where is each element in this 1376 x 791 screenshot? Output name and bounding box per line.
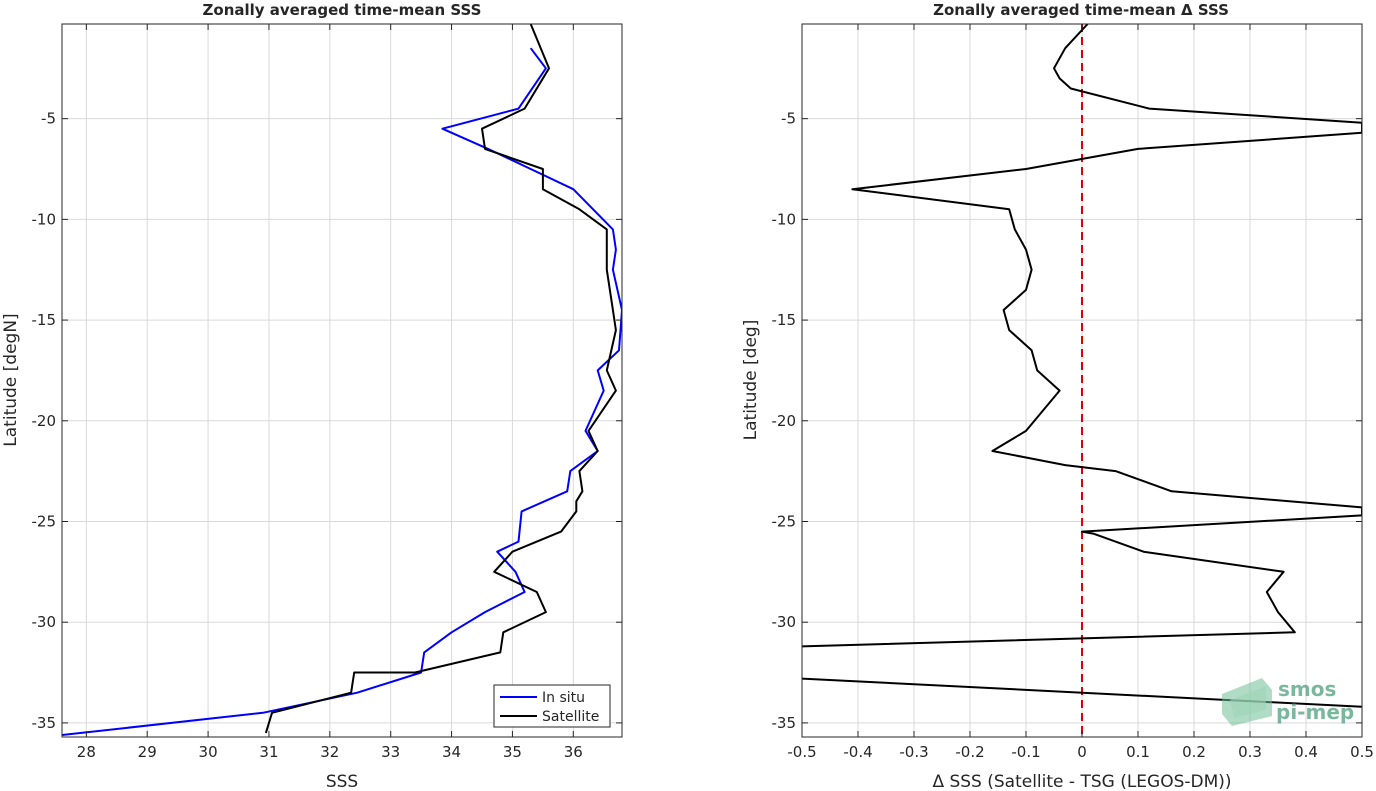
smos-logo-icon-inner <box>1230 686 1266 718</box>
x-tick-label: 35 <box>503 743 522 761</box>
right-y-axis-label: Latitude [deg] <box>741 320 761 441</box>
right-chart-title: Zonally averaged time-mean Δ SSS <box>933 1 1229 19</box>
y-tick-label: -25 <box>772 512 797 530</box>
series-line-satellite <box>264 24 617 734</box>
x-tick-label: -0.2 <box>955 743 984 761</box>
y-tick-label: -10 <box>32 210 57 228</box>
delta-sss-profile-panel: Zonally averaged time-mean Δ SSS smos pi… <box>741 1 1374 791</box>
left-y-axis-label: Latitude [degN] <box>1 313 21 446</box>
x-tick-label: -0.3 <box>899 743 928 761</box>
x-tick-label: 0.1 <box>1126 743 1150 761</box>
left-axes-frame <box>61 23 623 738</box>
right-ticks: -0.5 -0.4 -0.3 -0.2 -0.1 0 0.1 0.2 0.3 0.4 0.5 -35 -… <box>772 24 1374 761</box>
x-tick-label: -0.4 <box>843 743 872 761</box>
x-tick-label: -0.1 <box>1011 743 1040 761</box>
legend-label-satellite: Satellite <box>542 709 599 725</box>
series-line-1 <box>802 24 1362 648</box>
x-tick-label: 0.4 <box>1294 743 1318 761</box>
x-tick-label: 29 <box>138 743 157 761</box>
legend: In situ Satellite <box>493 684 611 728</box>
x-tick-label: 0.5 <box>1350 743 1374 761</box>
y-tick-label: -15 <box>772 311 797 329</box>
y-tick-label: -25 <box>32 512 57 530</box>
x-tick-label: 28 <box>77 743 96 761</box>
watermark-line2: pi-mep <box>1276 700 1354 724</box>
sss-profile-panel: Zonally averaged time-mean SSS 28 29 30 31 3… <box>1 1 623 791</box>
y-tick-label: -35 <box>772 714 797 732</box>
y-tick-label: -15 <box>32 311 57 329</box>
legend-label-in-situ: In situ <box>542 690 585 706</box>
smos-pi-mep-logo: smos pi-mep <box>1222 677 1354 726</box>
x-tick-label: 0.3 <box>1238 743 1262 761</box>
legend-box <box>493 684 611 728</box>
x-tick-label: 36 <box>564 743 583 761</box>
x-tick-label: 33 <box>381 743 400 761</box>
y-tick-label: -5 <box>41 110 56 128</box>
left-x-axis-label: SSS <box>326 772 358 791</box>
x-tick-label: 30 <box>199 743 218 761</box>
left-gridlines <box>62 24 622 737</box>
y-tick-label: -30 <box>32 613 57 631</box>
y-tick-label: -20 <box>32 412 57 430</box>
x-tick-label: -0.5 <box>787 743 816 761</box>
y-tick-label: -35 <box>32 714 57 732</box>
series-line-in-situ <box>62 47 622 736</box>
left-ticks: 28 29 30 31 32 33 34 35 36 -35 -30 -25 -20 -15 -10 -5 <box>32 24 622 761</box>
y-tick-label: -20 <box>772 412 797 430</box>
x-tick-label: 31 <box>259 743 278 761</box>
left-series-layer <box>62 24 622 736</box>
right-x-axis-label: Δ SSS (Satellite - TSG (LEGOS-DM)) <box>932 772 1231 791</box>
y-tick-label: -30 <box>772 613 797 631</box>
x-tick-label: 0.2 <box>1182 743 1206 761</box>
left-chart-title: Zonally averaged time-mean SSS <box>203 1 482 19</box>
x-tick-label: 34 <box>442 743 461 761</box>
x-tick-label: 0 <box>1077 743 1087 761</box>
y-tick-label: -10 <box>772 210 797 228</box>
watermark-line1: smos <box>1278 677 1336 701</box>
x-tick-label: 32 <box>320 743 339 761</box>
y-tick-label: -5 <box>781 110 796 128</box>
